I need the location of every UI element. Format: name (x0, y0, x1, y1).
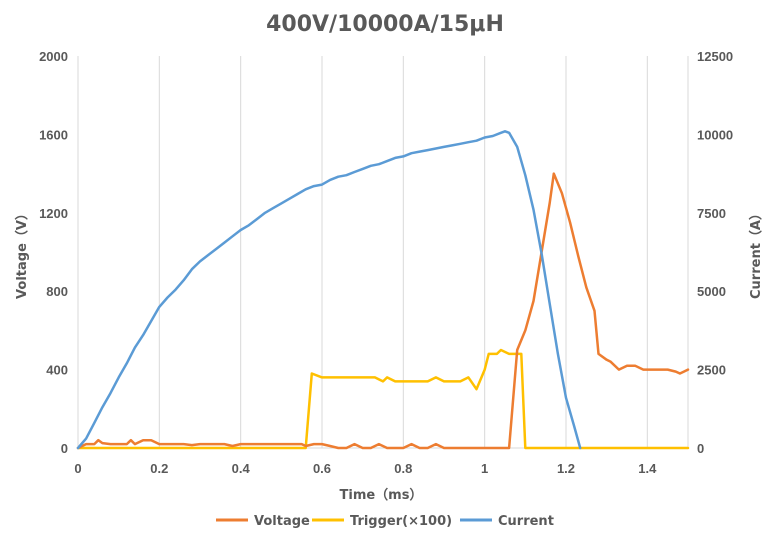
series-line-voltage (76, 172, 690, 450)
y-left-tick-label: 1200 (39, 206, 68, 221)
x-tick-label: 0 (74, 461, 81, 476)
series-line-current (76, 130, 582, 450)
legend: Voltage Trigger(×100) Current (216, 514, 554, 529)
x-tick-label: 1 (481, 461, 488, 476)
chart-title: 400V/10000A/15μH (266, 12, 504, 37)
x-axis-label: Time（ms） (340, 487, 423, 503)
y-right-tick-label: 0 (697, 441, 704, 456)
tick-labels: 0 0.2 0.4 0.6 0.8 1 1.2 1.4 0 400 800 1200 1600 2000 0… (39, 49, 733, 476)
x-tick-label: 0.2 (150, 461, 168, 476)
y-axis-label-right: Current（A） (748, 207, 764, 299)
y-left-tick-label: 400 (46, 363, 68, 378)
y-right-tick-label: 7500 (697, 206, 726, 221)
x-tick-label: 0.8 (394, 461, 412, 476)
y-axis-label-left: Voltage（V） (14, 207, 30, 299)
y-left-tick-label: 800 (46, 284, 68, 299)
legend-label-trigger: Trigger(×100) (350, 514, 452, 529)
series-line-trigger (76, 348, 690, 450)
x-tick-label: 1.2 (557, 461, 575, 476)
y-right-tick-label: 5000 (697, 284, 726, 299)
x-tick-label: 0.6 (313, 461, 331, 476)
x-tick-label: 0.4 (232, 461, 251, 476)
x-tick-label: 1.4 (638, 461, 657, 476)
y-left-tick-label: 0 (61, 441, 68, 456)
legend-label-current: Current (498, 514, 554, 529)
gridlines (77, 56, 689, 448)
y-right-tick-label: 12500 (697, 49, 733, 64)
legend-label-voltage: Voltage (254, 514, 310, 529)
y-left-tick-label: 2000 (39, 49, 68, 64)
y-right-tick-label: 2500 (697, 363, 726, 378)
y-right-tick-label: 10000 (697, 127, 733, 142)
y-left-tick-label: 1600 (39, 127, 68, 142)
series-layer (76, 130, 690, 450)
